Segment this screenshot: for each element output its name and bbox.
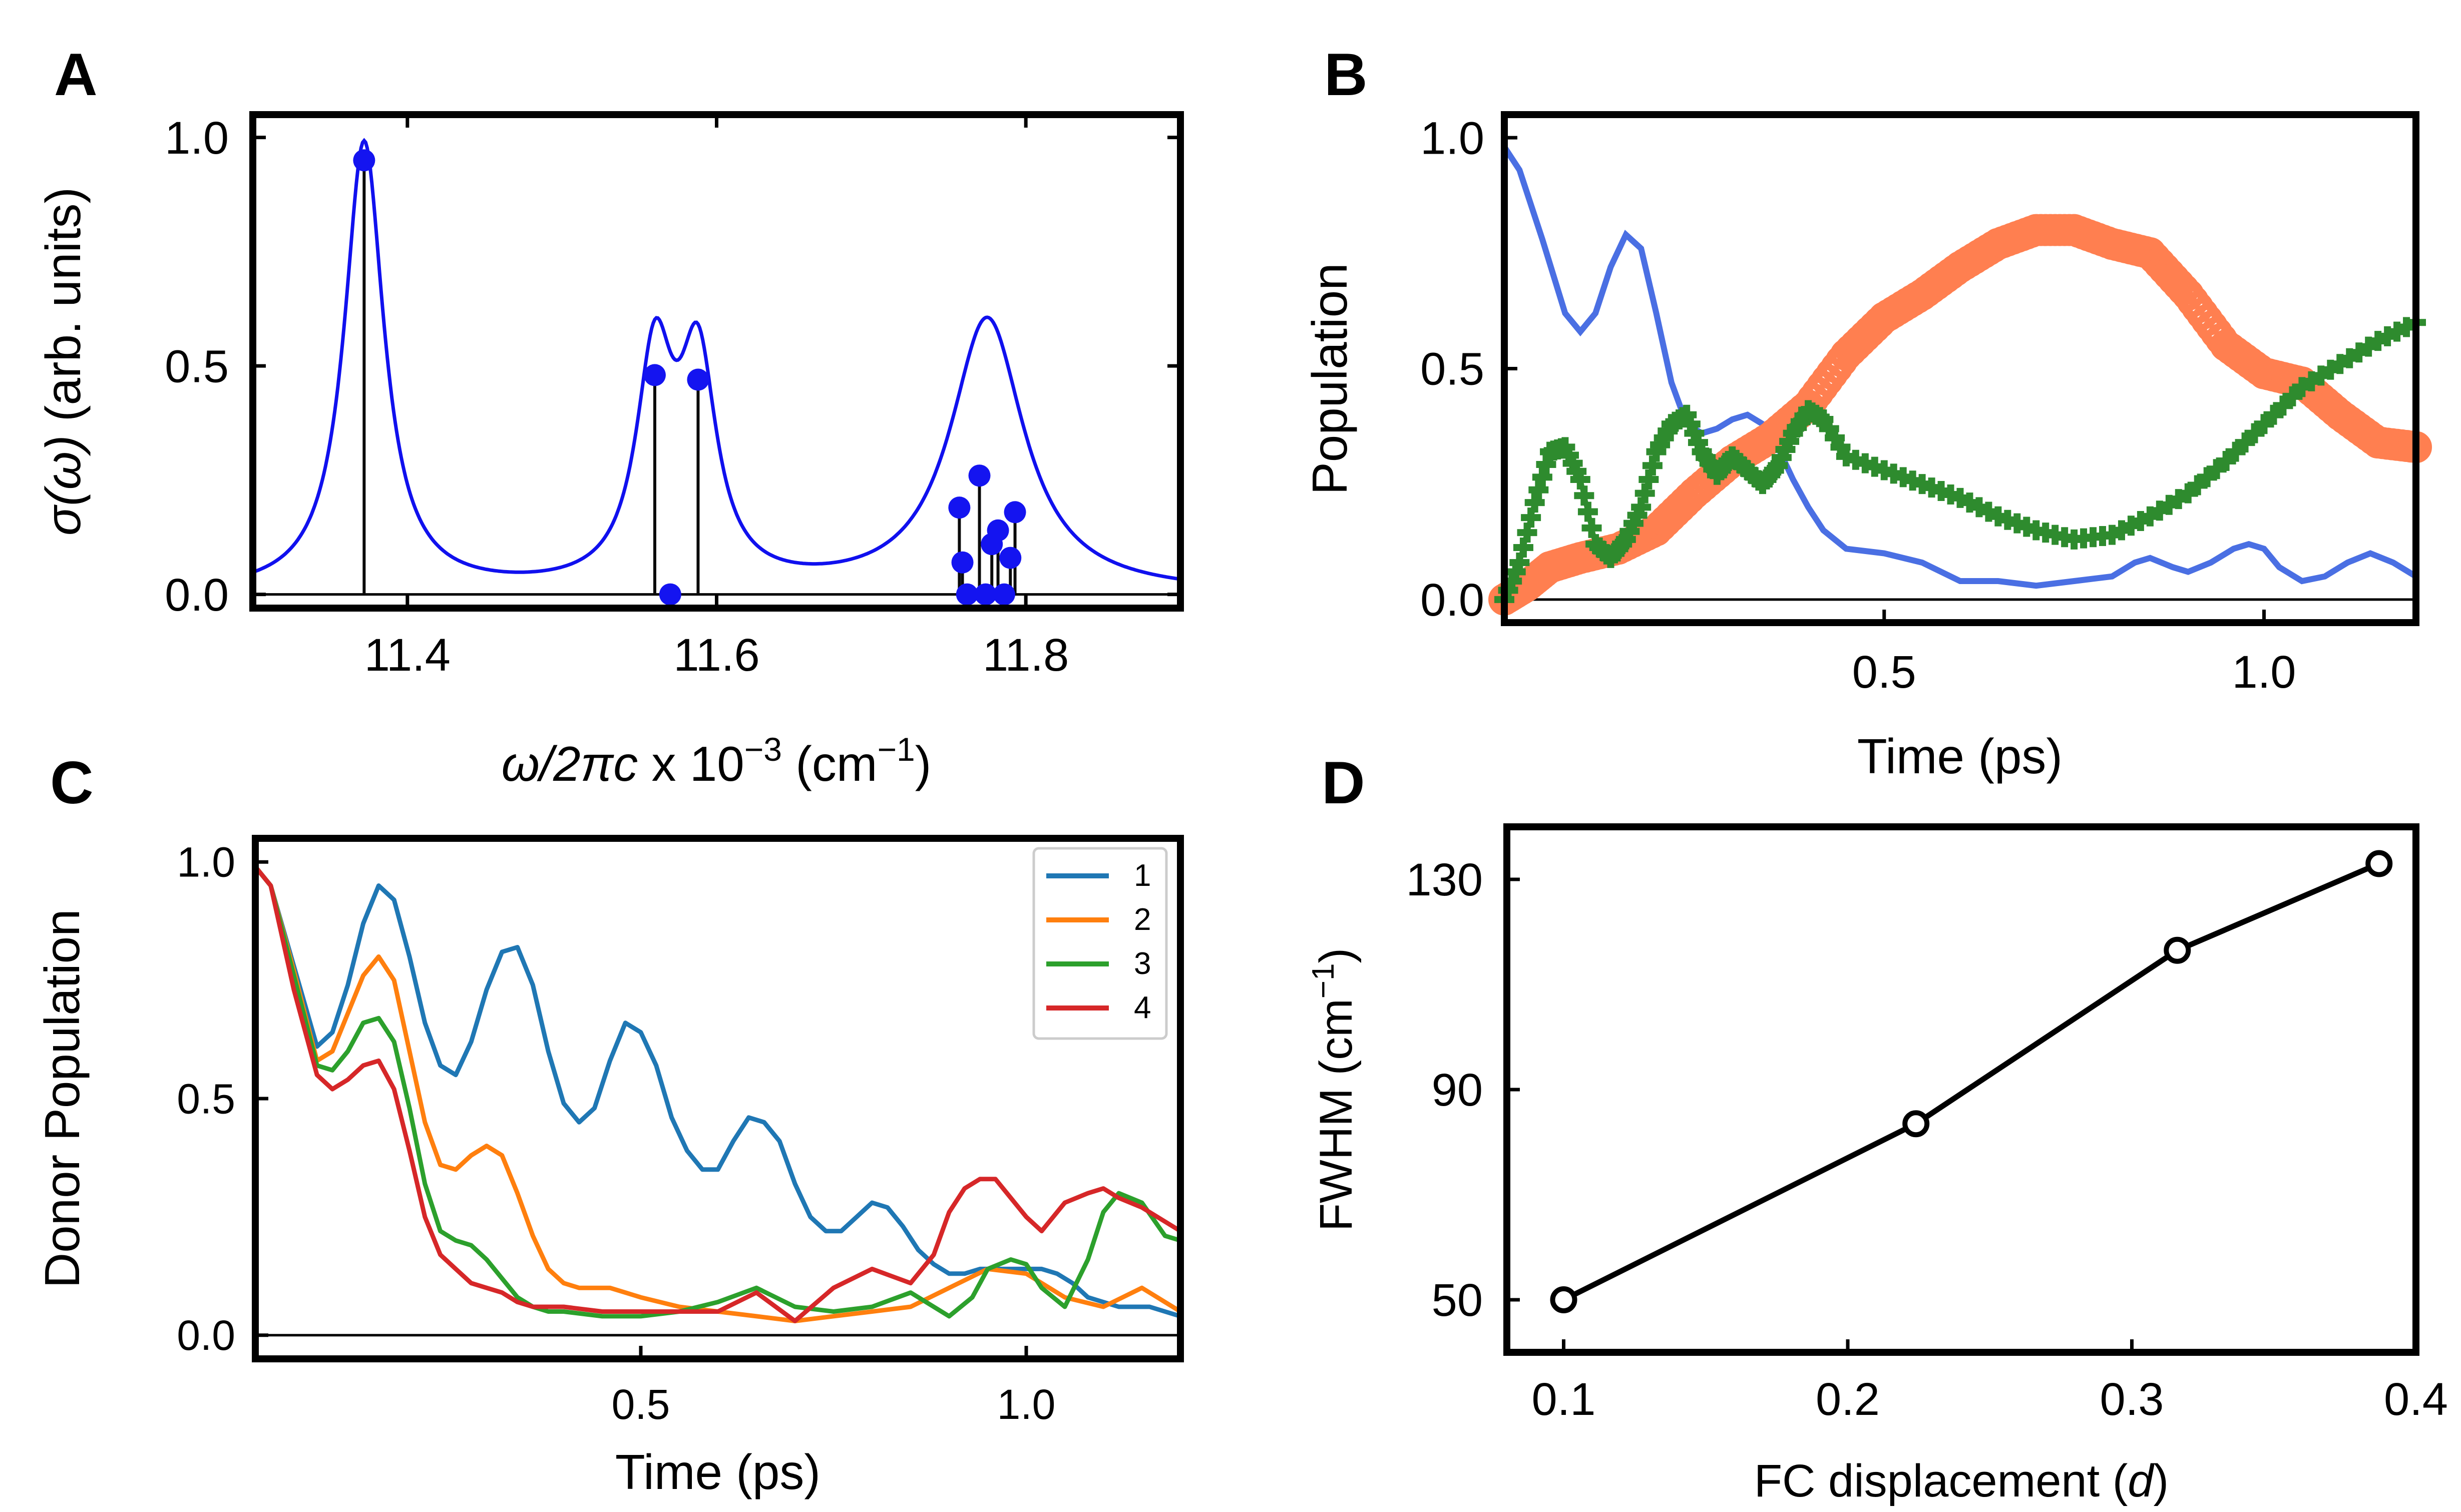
y-tick-label: 1.0 xyxy=(165,113,229,164)
y-tick-label: 50 xyxy=(1432,1275,1483,1326)
panel-c: C 0.5 1.0 0.0 0.5 1.0 1 2 3 4 Time (ps) Donor P… xyxy=(35,749,1184,1499)
panel-letter-c: C xyxy=(50,749,94,816)
x-tick-label: 0.1 xyxy=(1532,1374,1596,1425)
stem-marker xyxy=(987,519,1009,542)
panel-a-frame xyxy=(249,111,1184,612)
panel-d-ticks: 0.1 0.2 0.3 0.4 50 90 130 xyxy=(1406,854,2448,1425)
panel-c-ylabel: Donor Population xyxy=(35,909,90,1288)
panel-b-data xyxy=(1488,145,2432,616)
series-line-3 xyxy=(253,865,1181,1319)
plus-marker xyxy=(1513,538,1533,558)
x-tick-label: 0.3 xyxy=(2100,1374,2164,1425)
y-tick-label: 0.5 xyxy=(1420,344,1484,395)
stem-marker xyxy=(951,551,974,574)
panel-d-frame xyxy=(1503,823,2419,1356)
panel-letter-d: D xyxy=(1322,749,1365,816)
y-tick-label: 0.0 xyxy=(165,570,229,621)
stem-marker xyxy=(659,583,681,606)
panel-a-xlabel: ω/2πc x 10−3 (cm−1) xyxy=(502,731,932,791)
plus-marker xyxy=(1638,469,1659,489)
panel-d: D 0.1 0.2 0.3 0.4 50 90 130 FC displacement (d… xyxy=(1306,749,2448,1506)
stem-marker xyxy=(999,547,1022,569)
panel-c-data xyxy=(253,865,1182,1337)
panel-letter-b: B xyxy=(1324,41,1368,108)
panel-a-ylabel: σ(ω) (arb. units) xyxy=(36,187,91,536)
y-tick-label: 1.0 xyxy=(1420,113,1484,164)
plus-marker xyxy=(1577,501,1598,522)
panel-c-ticks: 0.5 1.0 0.0 0.5 1.0 xyxy=(177,839,1055,1428)
plus-marker xyxy=(1634,483,1655,503)
panel-b-ylabel: Population xyxy=(1302,263,1357,494)
panel-a: A 11.4 11.6 11.8 0.0 0.5 1.0 ω/2πc x 10−3 (cm… xyxy=(36,41,1184,791)
stem-marker xyxy=(956,583,978,606)
x-tick-label: 1.0 xyxy=(2232,647,2296,698)
plus-marker xyxy=(1528,479,1549,500)
x-tick-label: 0.2 xyxy=(1816,1374,1880,1425)
plus-marker xyxy=(1521,508,1541,528)
plus-marker xyxy=(1631,497,1652,518)
plus-marker xyxy=(1536,454,1556,474)
legend-box xyxy=(1032,847,1168,1040)
plus-marker xyxy=(1570,469,1590,489)
y-tick-label: 90 xyxy=(1432,1065,1483,1116)
stem-marker xyxy=(948,496,971,519)
plus-marker xyxy=(1642,455,1663,476)
x-tick-label: 1.0 xyxy=(997,1381,1056,1428)
x-tick-label: 0.5 xyxy=(612,1381,670,1428)
plus-marker xyxy=(1574,485,1594,506)
legend-label-4: 4 xyxy=(1134,990,1151,1025)
panel-d-ylabel: FWHM (cm−1) xyxy=(1306,948,1362,1231)
stem-marker xyxy=(993,583,1015,606)
y-tick-label: 1.0 xyxy=(177,839,235,886)
legend-label-2: 2 xyxy=(1134,902,1151,937)
y-tick-label: 0.5 xyxy=(165,341,229,392)
panel-c-legend: 1 2 3 4 xyxy=(1032,847,1168,1040)
panel-b-ticks: 0.5 1.0 0.0 0.5 1.0 xyxy=(1420,113,2296,698)
series-line-fwhm xyxy=(1562,861,2380,1302)
plus-marker xyxy=(1581,518,1602,538)
x-tick-label: 11.4 xyxy=(364,630,451,681)
x-tick-label: 0.4 xyxy=(2384,1374,2448,1425)
data-point xyxy=(2365,850,2393,877)
spectrum-line xyxy=(252,138,1181,581)
legend-label-3: 3 xyxy=(1134,946,1151,981)
panel-b: B 0.5 1.0 0.0 0.5 1.0 Time (ps) Population xyxy=(1302,41,2432,784)
panel-b-xlabel: Time (ps) xyxy=(1857,729,2063,784)
panel-b-frame xyxy=(1501,111,2419,626)
plus-marker xyxy=(1517,523,1537,543)
data-point xyxy=(1902,1110,1930,1138)
legend-label-1: 1 xyxy=(1134,858,1151,893)
panel-a-data xyxy=(252,138,1181,606)
stem-marker xyxy=(643,364,666,386)
panel-d-xlabel: FC displacement (d) xyxy=(1754,1455,2169,1506)
legend-entries: 1 2 3 4 xyxy=(1046,858,1151,1025)
plus-marker xyxy=(1532,467,1552,487)
panel-letter-a: A xyxy=(54,41,98,108)
x-tick-label: 11.6 xyxy=(673,630,759,681)
plus-marker xyxy=(1509,553,1530,573)
panel-c-frame xyxy=(252,835,1184,1362)
y-tick-label: 0.5 xyxy=(177,1075,235,1122)
stem-marker xyxy=(968,464,991,487)
data-point xyxy=(2164,936,2191,964)
x-tick-label: 0.5 xyxy=(1852,647,1916,698)
panel-c-xlabel: Time (ps) xyxy=(615,1444,821,1499)
stem-marker xyxy=(687,368,709,391)
series-line-4 xyxy=(253,865,1182,1323)
panel-d-data xyxy=(1550,850,2393,1313)
x-tick-label: 11.8 xyxy=(983,630,1069,681)
series-line-2 xyxy=(253,865,1182,1323)
y-tick-label: 0.0 xyxy=(1420,575,1484,626)
plus-marker xyxy=(1524,492,1545,513)
data-point xyxy=(1550,1286,1577,1313)
stem-marker xyxy=(1004,501,1026,524)
stem-marker xyxy=(974,583,997,606)
y-tick-label: 130 xyxy=(1406,854,1483,905)
y-tick-label: 0.0 xyxy=(177,1312,235,1359)
stem-marker xyxy=(353,149,375,172)
series-line-donor xyxy=(1501,145,2418,589)
